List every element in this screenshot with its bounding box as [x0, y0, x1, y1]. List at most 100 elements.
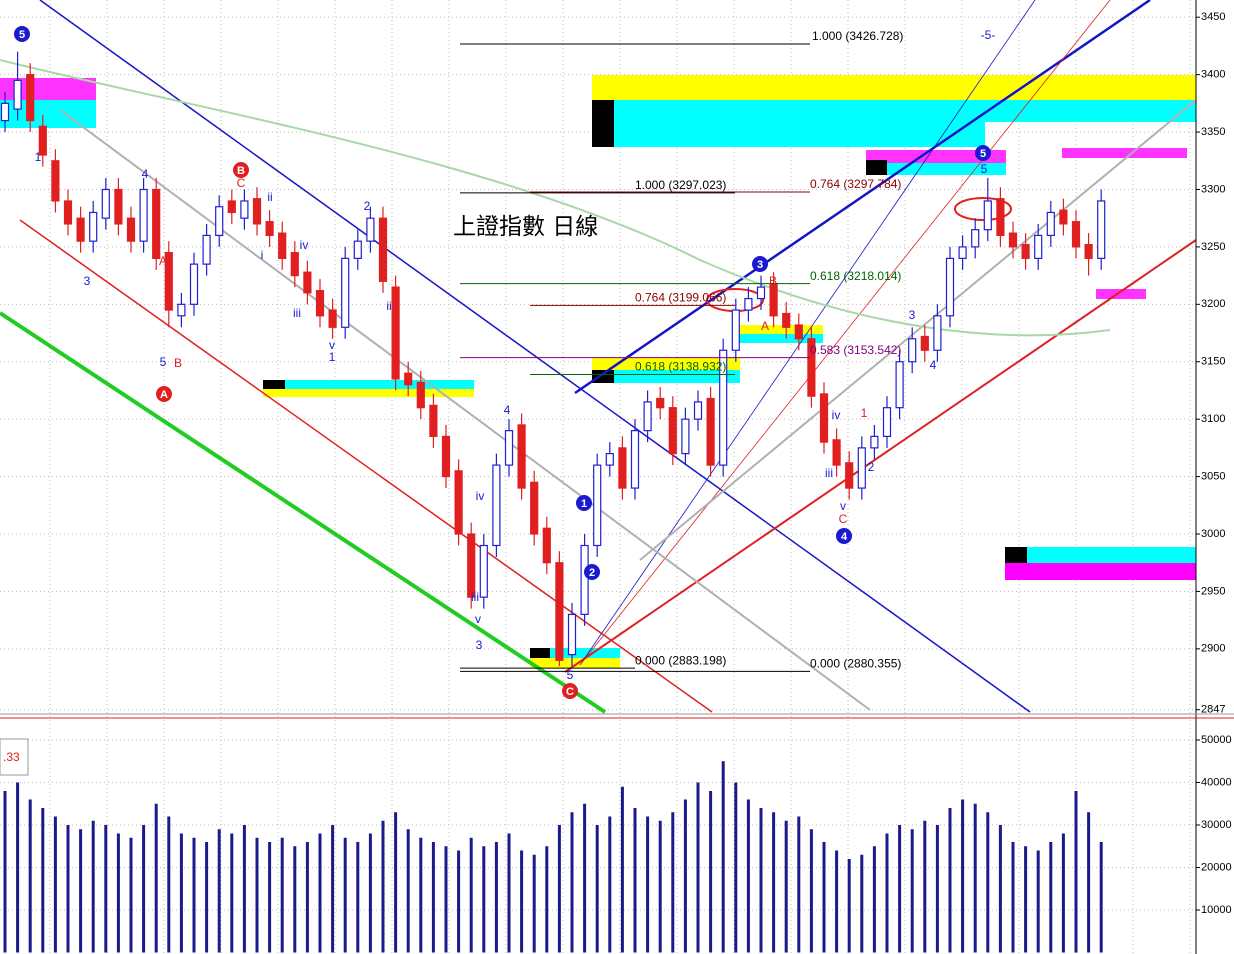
candle-body [719, 349, 728, 466]
wave-label-circle [752, 256, 768, 272]
y-tick-label: 3150 [1201, 356, 1225, 368]
candle-body [89, 211, 98, 242]
candle-body [794, 324, 803, 340]
wave-label: 3 [909, 308, 916, 322]
trend-line [639, 99, 1197, 561]
zone [866, 160, 887, 175]
volume-bar [305, 841, 309, 953]
volume-bar [910, 829, 914, 953]
volume-bar [721, 761, 725, 953]
volume-bar [797, 816, 801, 953]
zone [592, 370, 740, 383]
candle-body [152, 188, 161, 259]
wave-label: 3 [757, 259, 763, 271]
volume-bar [948, 807, 952, 953]
volume-bar [1099, 841, 1103, 953]
y-tick-label: 2847 [1201, 704, 1225, 716]
candle-body [189, 263, 199, 305]
volume-bar [507, 833, 511, 953]
candle-body [215, 206, 224, 237]
candle-body [769, 283, 778, 317]
wave-label: C [839, 512, 848, 526]
zone [614, 122, 985, 147]
y-tick-label: 40000 [1201, 776, 1232, 788]
highlight [954, 197, 1012, 221]
candle-body [933, 315, 942, 351]
zone [263, 389, 474, 397]
wave-label: iv [832, 408, 841, 422]
candle-body [76, 217, 85, 242]
candle-body [51, 160, 60, 202]
candle-body [429, 404, 438, 437]
fib-label: 0.000 (2880.355) [810, 657, 901, 671]
fib-label: 1.000 (3297.023) [635, 178, 726, 192]
volume-bar [772, 812, 776, 953]
wave-label: B [769, 274, 777, 288]
volume-bar [860, 854, 864, 953]
volume-bar [1049, 841, 1053, 953]
volume-bar [444, 846, 448, 953]
volume-bar [759, 807, 763, 953]
candle-body [1059, 209, 1068, 225]
candle-body [782, 312, 791, 328]
candle-body [404, 372, 413, 386]
fib-label: 0.583 (3153.542) [810, 343, 901, 357]
zone [735, 325, 823, 334]
trend-line [564, 239, 1197, 673]
wave-label: 5 [981, 162, 988, 176]
candle-body [378, 217, 388, 282]
candle-body [290, 252, 299, 277]
zone [866, 150, 1006, 163]
y-tick-label: 3050 [1201, 470, 1225, 482]
volume-bar [734, 782, 738, 953]
chart-title: 上證指數 日線 [453, 214, 598, 240]
volume-bar [494, 841, 498, 953]
volume-bar [53, 816, 57, 953]
volume-bar [885, 833, 889, 953]
volume-bar [973, 803, 977, 953]
volume-bar [1061, 833, 1065, 953]
wave-label: A [761, 319, 769, 333]
candle-body [416, 381, 425, 409]
volume-bar [217, 829, 221, 953]
volume-bar [746, 799, 750, 953]
y-tick-label: 3300 [1201, 183, 1225, 195]
candle-body [366, 217, 375, 242]
y-tick-label: 30000 [1201, 819, 1232, 831]
volume-bar [179, 833, 183, 953]
y-tick-label: 3250 [1201, 241, 1225, 253]
volume-bar [116, 833, 120, 953]
zone [1062, 148, 1187, 158]
candle-body [870, 435, 879, 449]
wave-label: 1 [35, 150, 42, 164]
candle-body [958, 246, 967, 259]
volume-label: .33 [3, 750, 20, 764]
candle-body [593, 464, 602, 547]
volume-bar [986, 812, 990, 953]
volume-bar [129, 837, 133, 953]
candle-body [731, 309, 740, 351]
volume-bar [671, 812, 675, 953]
candle-body [467, 533, 476, 598]
candle-body [882, 407, 892, 437]
candle-body [681, 418, 690, 455]
candle-body [1097, 200, 1106, 259]
volume-bar [557, 824, 561, 953]
volume-bar [205, 841, 209, 953]
candle-body [278, 232, 287, 259]
wave-label: iv [300, 238, 309, 252]
zone [592, 100, 614, 147]
volume-bar [1024, 846, 1028, 953]
candle-body [454, 470, 463, 535]
volume-bar [835, 850, 839, 953]
candle-body [630, 430, 640, 489]
volume-bar [331, 824, 335, 953]
y-tick-label: 20000 [1201, 861, 1232, 873]
zone [614, 100, 1196, 122]
volume-bar [545, 846, 549, 953]
candle-body [895, 361, 904, 409]
volume-bar [583, 803, 587, 953]
trend-line [0, 311, 607, 714]
volume-bar [633, 807, 637, 953]
wave-label: 5 [567, 668, 574, 682]
